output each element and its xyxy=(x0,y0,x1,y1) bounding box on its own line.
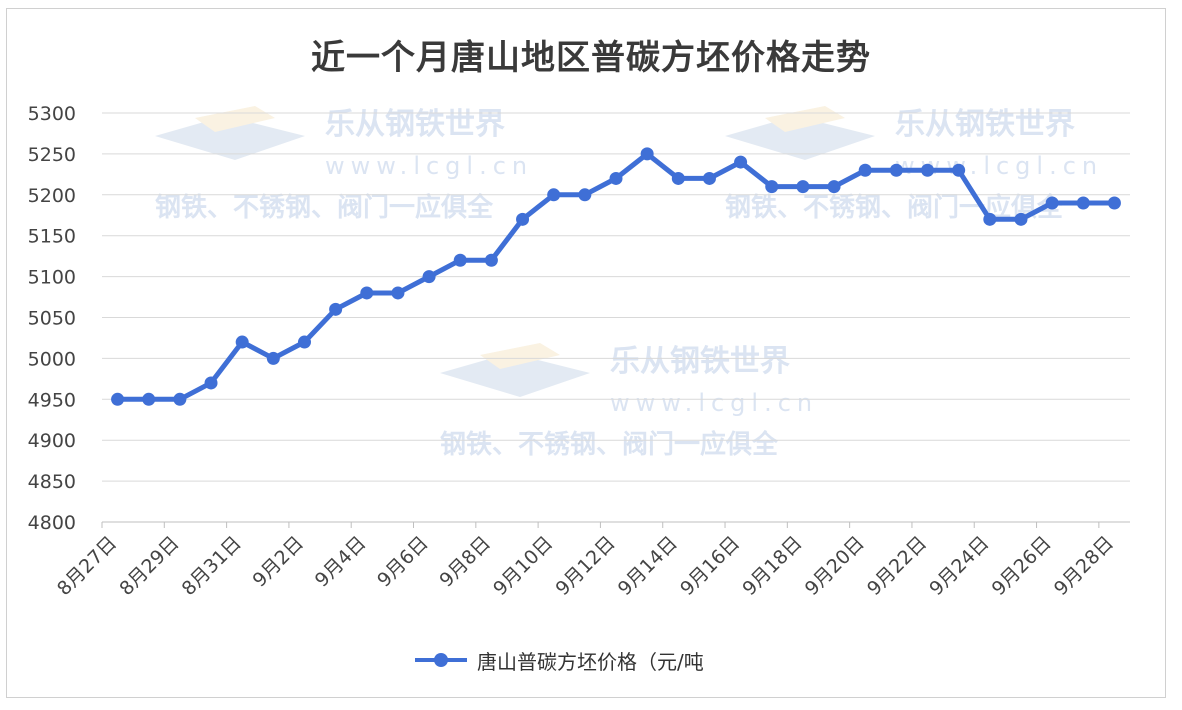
data-point xyxy=(640,147,654,161)
watermark-logo-top xyxy=(480,343,560,369)
x-tick-label: 9月10日 xyxy=(489,532,557,600)
y-tick-label: 5000 xyxy=(28,348,76,370)
data-point xyxy=(422,270,436,284)
series-layer xyxy=(111,147,1121,406)
x-tick-label: 9月6日 xyxy=(373,532,433,592)
data-point xyxy=(111,392,125,406)
watermark-slogan: 钢铁、不锈钢、阀门一应俱全 xyxy=(155,192,494,223)
data-point xyxy=(796,180,810,194)
x-tick-label: 9月24日 xyxy=(925,532,993,600)
data-point xyxy=(453,253,467,267)
legend: 唐山普碳方坯价格（元/吨 xyxy=(415,648,704,674)
watermark-brand: 乐从钢铁世界 xyxy=(325,107,505,142)
data-point xyxy=(1014,212,1028,226)
y-axis-ticks: 4800 4850 4900 4950 5000 5050 5100 5150 5200 5250… xyxy=(28,103,76,534)
x-tick-label: 9月2日 xyxy=(248,532,308,592)
data-point xyxy=(142,392,156,406)
data-point xyxy=(547,188,561,202)
x-tick-label: 8月27日 xyxy=(53,532,121,600)
y-tick-label: 5100 xyxy=(28,267,76,289)
x-tick-label: 9月28日 xyxy=(1050,532,1118,600)
data-point xyxy=(235,335,249,349)
x-tick-label: 9月14日 xyxy=(614,532,682,600)
y-tick-label: 4850 xyxy=(28,471,76,493)
chart-frame xyxy=(6,8,1166,698)
watermark-layer: 乐从钢铁世界www.lcgl.cn钢铁、不锈钢、阀门一应俱全乐从钢铁世界www.… xyxy=(155,106,1097,460)
watermark-group: 乐从钢铁世界 www.lcgl.cn 钢铁、不锈钢、阀门一应俱全 xyxy=(440,343,818,460)
watermark-brand: 乐从钢铁世界 xyxy=(895,107,1075,142)
data-point xyxy=(484,253,498,267)
y-tick-label: 5200 xyxy=(28,185,76,207)
y-tick-label: 5050 xyxy=(28,308,76,330)
data-point xyxy=(297,335,311,349)
watermark-brand: 乐从钢铁世界 xyxy=(610,344,790,379)
y-tick-label: 4900 xyxy=(28,430,76,452)
x-tick-label: 9月26日 xyxy=(988,532,1056,600)
data-point xyxy=(609,171,623,185)
data-point xyxy=(173,392,187,406)
data-point xyxy=(360,286,374,300)
data-point xyxy=(391,286,405,300)
x-tick-label: 9月18日 xyxy=(738,532,806,600)
data-point xyxy=(858,163,872,177)
legend-label: 唐山普碳方坯价格（元/吨 xyxy=(477,649,704,674)
x-tick-label: 9月12日 xyxy=(551,532,619,600)
watermark-logo xyxy=(440,353,590,397)
x-tick-label: 8月31日 xyxy=(178,532,246,600)
legend-swatch xyxy=(415,650,467,670)
watermark-slogan: 钢铁、不锈钢、阀门一应俱全 xyxy=(440,429,779,460)
watermark-logo xyxy=(725,116,875,160)
x-tick-label: 9月22日 xyxy=(863,532,931,600)
watermark-url: www.lcgl.cn xyxy=(325,152,533,180)
y-tick-label: 5150 xyxy=(28,226,76,248)
x-tick-label: 9月16日 xyxy=(676,532,744,600)
data-point xyxy=(516,212,530,226)
data-point xyxy=(266,351,280,365)
data-point xyxy=(1045,196,1059,210)
y-tick-label: 4800 xyxy=(28,512,76,534)
data-point xyxy=(765,180,779,194)
data-point xyxy=(952,163,966,177)
data-point xyxy=(1107,196,1121,210)
watermark-group: 乐从钢铁世界 www.lcgl.cn 钢铁、不锈钢、阀门一应俱全 xyxy=(155,106,533,223)
x-tick-label: 9月20日 xyxy=(801,532,869,600)
data-point xyxy=(578,188,592,202)
watermark-logo xyxy=(155,116,305,160)
data-point xyxy=(889,163,903,177)
y-tick-label: 5300 xyxy=(28,103,76,125)
x-tick-label: 8月29日 xyxy=(115,532,183,600)
watermark-url: www.lcgl.cn xyxy=(610,389,818,417)
data-point xyxy=(983,212,997,226)
x-tick-label: 9月8日 xyxy=(435,532,495,592)
data-point xyxy=(204,376,218,390)
data-point xyxy=(671,171,685,185)
data-point xyxy=(827,180,841,194)
x-tick-label: 9月4日 xyxy=(311,532,371,592)
data-point xyxy=(702,171,716,185)
data-point xyxy=(921,163,935,177)
data-point xyxy=(329,302,343,316)
chart-title: 近一个月唐山地区普碳方坯价格走势 xyxy=(311,38,871,78)
gridlines xyxy=(102,112,1130,523)
data-point xyxy=(1076,196,1090,210)
y-tick-label: 5250 xyxy=(28,144,76,166)
data-point xyxy=(734,155,748,169)
y-tick-label: 4950 xyxy=(28,389,76,411)
